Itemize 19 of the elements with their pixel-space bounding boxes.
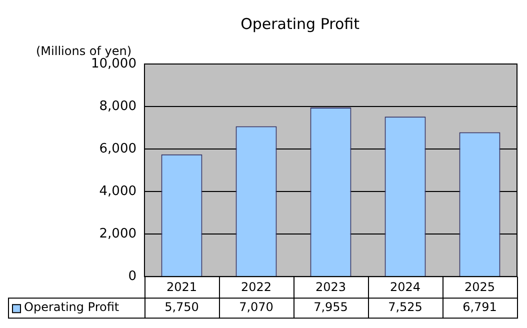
data-label: 7,525 (388, 300, 422, 314)
y-tick-label: 6,000 (99, 141, 136, 156)
legend-label: Operating Profit (24, 300, 120, 314)
x-tick-label: 2021 (166, 280, 198, 294)
data-label: 6,791 (462, 300, 497, 314)
y-axis-title: (Millions of yen) (36, 44, 132, 58)
y-tick-label: 10,000 (90, 56, 136, 72)
data-label: 5,750 (164, 300, 199, 314)
y-tick-label: 8,000 (99, 98, 136, 114)
x-tick-label: 2024 (390, 280, 421, 294)
y-tick-label: 0 (128, 268, 136, 284)
x-tick-label: 2025 (464, 280, 496, 294)
x-tick-label: 2023 (315, 280, 346, 294)
data-label: 7,955 (314, 300, 348, 314)
y-tick-label: 4,000 (99, 184, 136, 199)
data-label: 7,070 (239, 300, 274, 314)
chart-title: Operating Profit (240, 14, 360, 33)
y-tick-label: 2,000 (99, 226, 136, 242)
x-tick-label: 2022 (240, 280, 272, 294)
